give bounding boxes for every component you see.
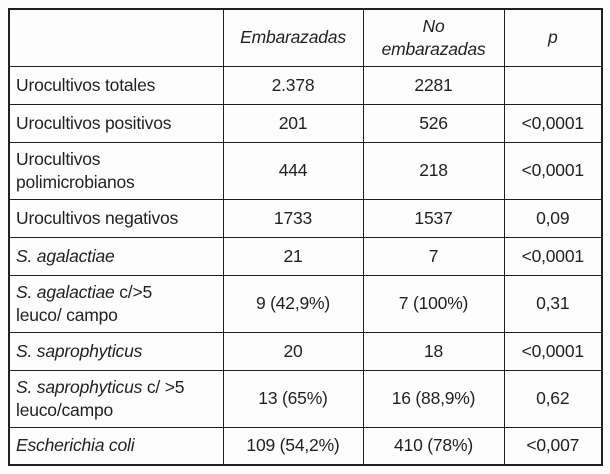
- cell-embarazadas: 2.378: [222, 65, 364, 105]
- cell-embarazadas: 109 (54,2%): [222, 426, 364, 466]
- header-row: Embarazadas No embarazadas p: [8, 8, 603, 67]
- row-label-text: Urocultivos negativos: [16, 207, 179, 228]
- cell-no-embarazadas: 1537: [362, 198, 505, 238]
- header-no-embarazadas: No embarazadas: [362, 8, 505, 67]
- header-empty-cell: [8, 8, 224, 67]
- table-row-urocultivos-totales: Urocultivos totales 2.378 2281: [8, 65, 603, 105]
- uroculture-results-table: Embarazadas No embarazadas p Urocultivos…: [8, 8, 603, 466]
- cell-p-value: <0,0001: [503, 103, 603, 143]
- cell-p-value: 0,31: [503, 274, 603, 333]
- row-label-text: Urocultivos totales: [16, 74, 156, 95]
- cell-embarazadas: 20: [222, 331, 364, 371]
- row-label: S. agalactiae: [8, 236, 224, 276]
- cell-no-embarazadas: 526: [362, 103, 505, 143]
- table-row-s-saprophyticus-leuco: S. saprophyticus c/ >5 leuco/campo 13 (6…: [8, 369, 603, 428]
- table-row-urocultivos-negativos: Urocultivos negativos 1733 1537 0,09: [8, 198, 603, 238]
- row-label-species: Escherichia coli: [16, 435, 135, 456]
- row-label: Urocultivos negativos: [8, 198, 224, 238]
- row-label: Urocultivos polimicrobianos: [8, 141, 224, 200]
- cell-embarazadas: 201: [222, 103, 364, 143]
- row-label-text: c/>5 leuco/ campo: [16, 281, 153, 325]
- row-label-text: Urocultivos positivos: [16, 112, 172, 133]
- cell-no-embarazadas: 16 (88,9%): [362, 369, 505, 428]
- table-row-s-saprophyticus: S. saprophyticus 20 18 <0,0001: [8, 331, 603, 371]
- row-label-text: Urocultivos polimicrobianos: [16, 148, 135, 192]
- row-label: Urocultivos positivos: [8, 103, 224, 143]
- cell-no-embarazadas: 410 (78%): [362, 426, 505, 466]
- header-embarazadas-label: Embarazadas: [240, 27, 346, 48]
- cell-p-value: <0,007: [503, 426, 603, 466]
- cell-no-embarazadas: 2281: [362, 65, 505, 105]
- cell-p-value: <0,0001: [503, 236, 603, 276]
- cell-p-value: [503, 65, 603, 105]
- header-embarazadas: Embarazadas: [222, 8, 364, 67]
- header-p-value: p: [503, 8, 603, 67]
- table-row-s-agalactiae-leuco: S. agalactiae c/>5 leuco/ campo 9 (42,9%…: [8, 274, 603, 333]
- cell-embarazadas: 444: [222, 141, 364, 200]
- row-label-species: S. saprophyticus: [16, 340, 143, 361]
- table-row-escherichia-coli: Escherichia coli 109 (54,2%) 410 (78%) <…: [8, 426, 603, 466]
- row-label: S. saprophyticus: [8, 331, 224, 371]
- row-label: Escherichia coli: [8, 426, 224, 466]
- table-row-s-agalactiae: S. agalactiae 21 7 <0,0001: [8, 236, 603, 276]
- row-label: S. agalactiae c/>5 leuco/ campo: [8, 274, 224, 333]
- cell-no-embarazadas: 7 (100%): [362, 274, 505, 333]
- cell-no-embarazadas: 7: [362, 236, 505, 276]
- cell-p-value: <0,0001: [503, 141, 603, 200]
- cell-no-embarazadas: 18: [362, 331, 505, 371]
- cell-p-value: <0,0001: [503, 331, 603, 371]
- row-label: S. saprophyticus c/ >5 leuco/campo: [8, 369, 224, 428]
- row-label-species: S. agalactiae: [16, 245, 115, 266]
- cell-p-value: 0,62: [503, 369, 603, 428]
- table-row-urocultivos-polimicrobianos: Urocultivos polimicrobianos 444 218 <0,0…: [8, 141, 603, 200]
- row-label-text: c/ >5 leuco/campo: [16, 376, 185, 420]
- row-label: Urocultivos totales: [8, 65, 224, 105]
- cell-p-value: 0,09: [503, 198, 603, 238]
- cell-embarazadas: 1733: [222, 198, 364, 238]
- header-no-embarazadas-label: No embarazadas: [381, 16, 486, 59]
- row-label-species: S. saprophyticus: [16, 376, 143, 397]
- table-row-urocultivos-positivos: Urocultivos positivos 201 526 <0,0001: [8, 103, 603, 143]
- cell-embarazadas: 9 (42,9%): [222, 274, 364, 333]
- cell-embarazadas: 13 (65%): [222, 369, 364, 428]
- cell-no-embarazadas: 218: [362, 141, 505, 200]
- row-label-species: S. agalactiae: [16, 281, 115, 302]
- cell-embarazadas: 21: [222, 236, 364, 276]
